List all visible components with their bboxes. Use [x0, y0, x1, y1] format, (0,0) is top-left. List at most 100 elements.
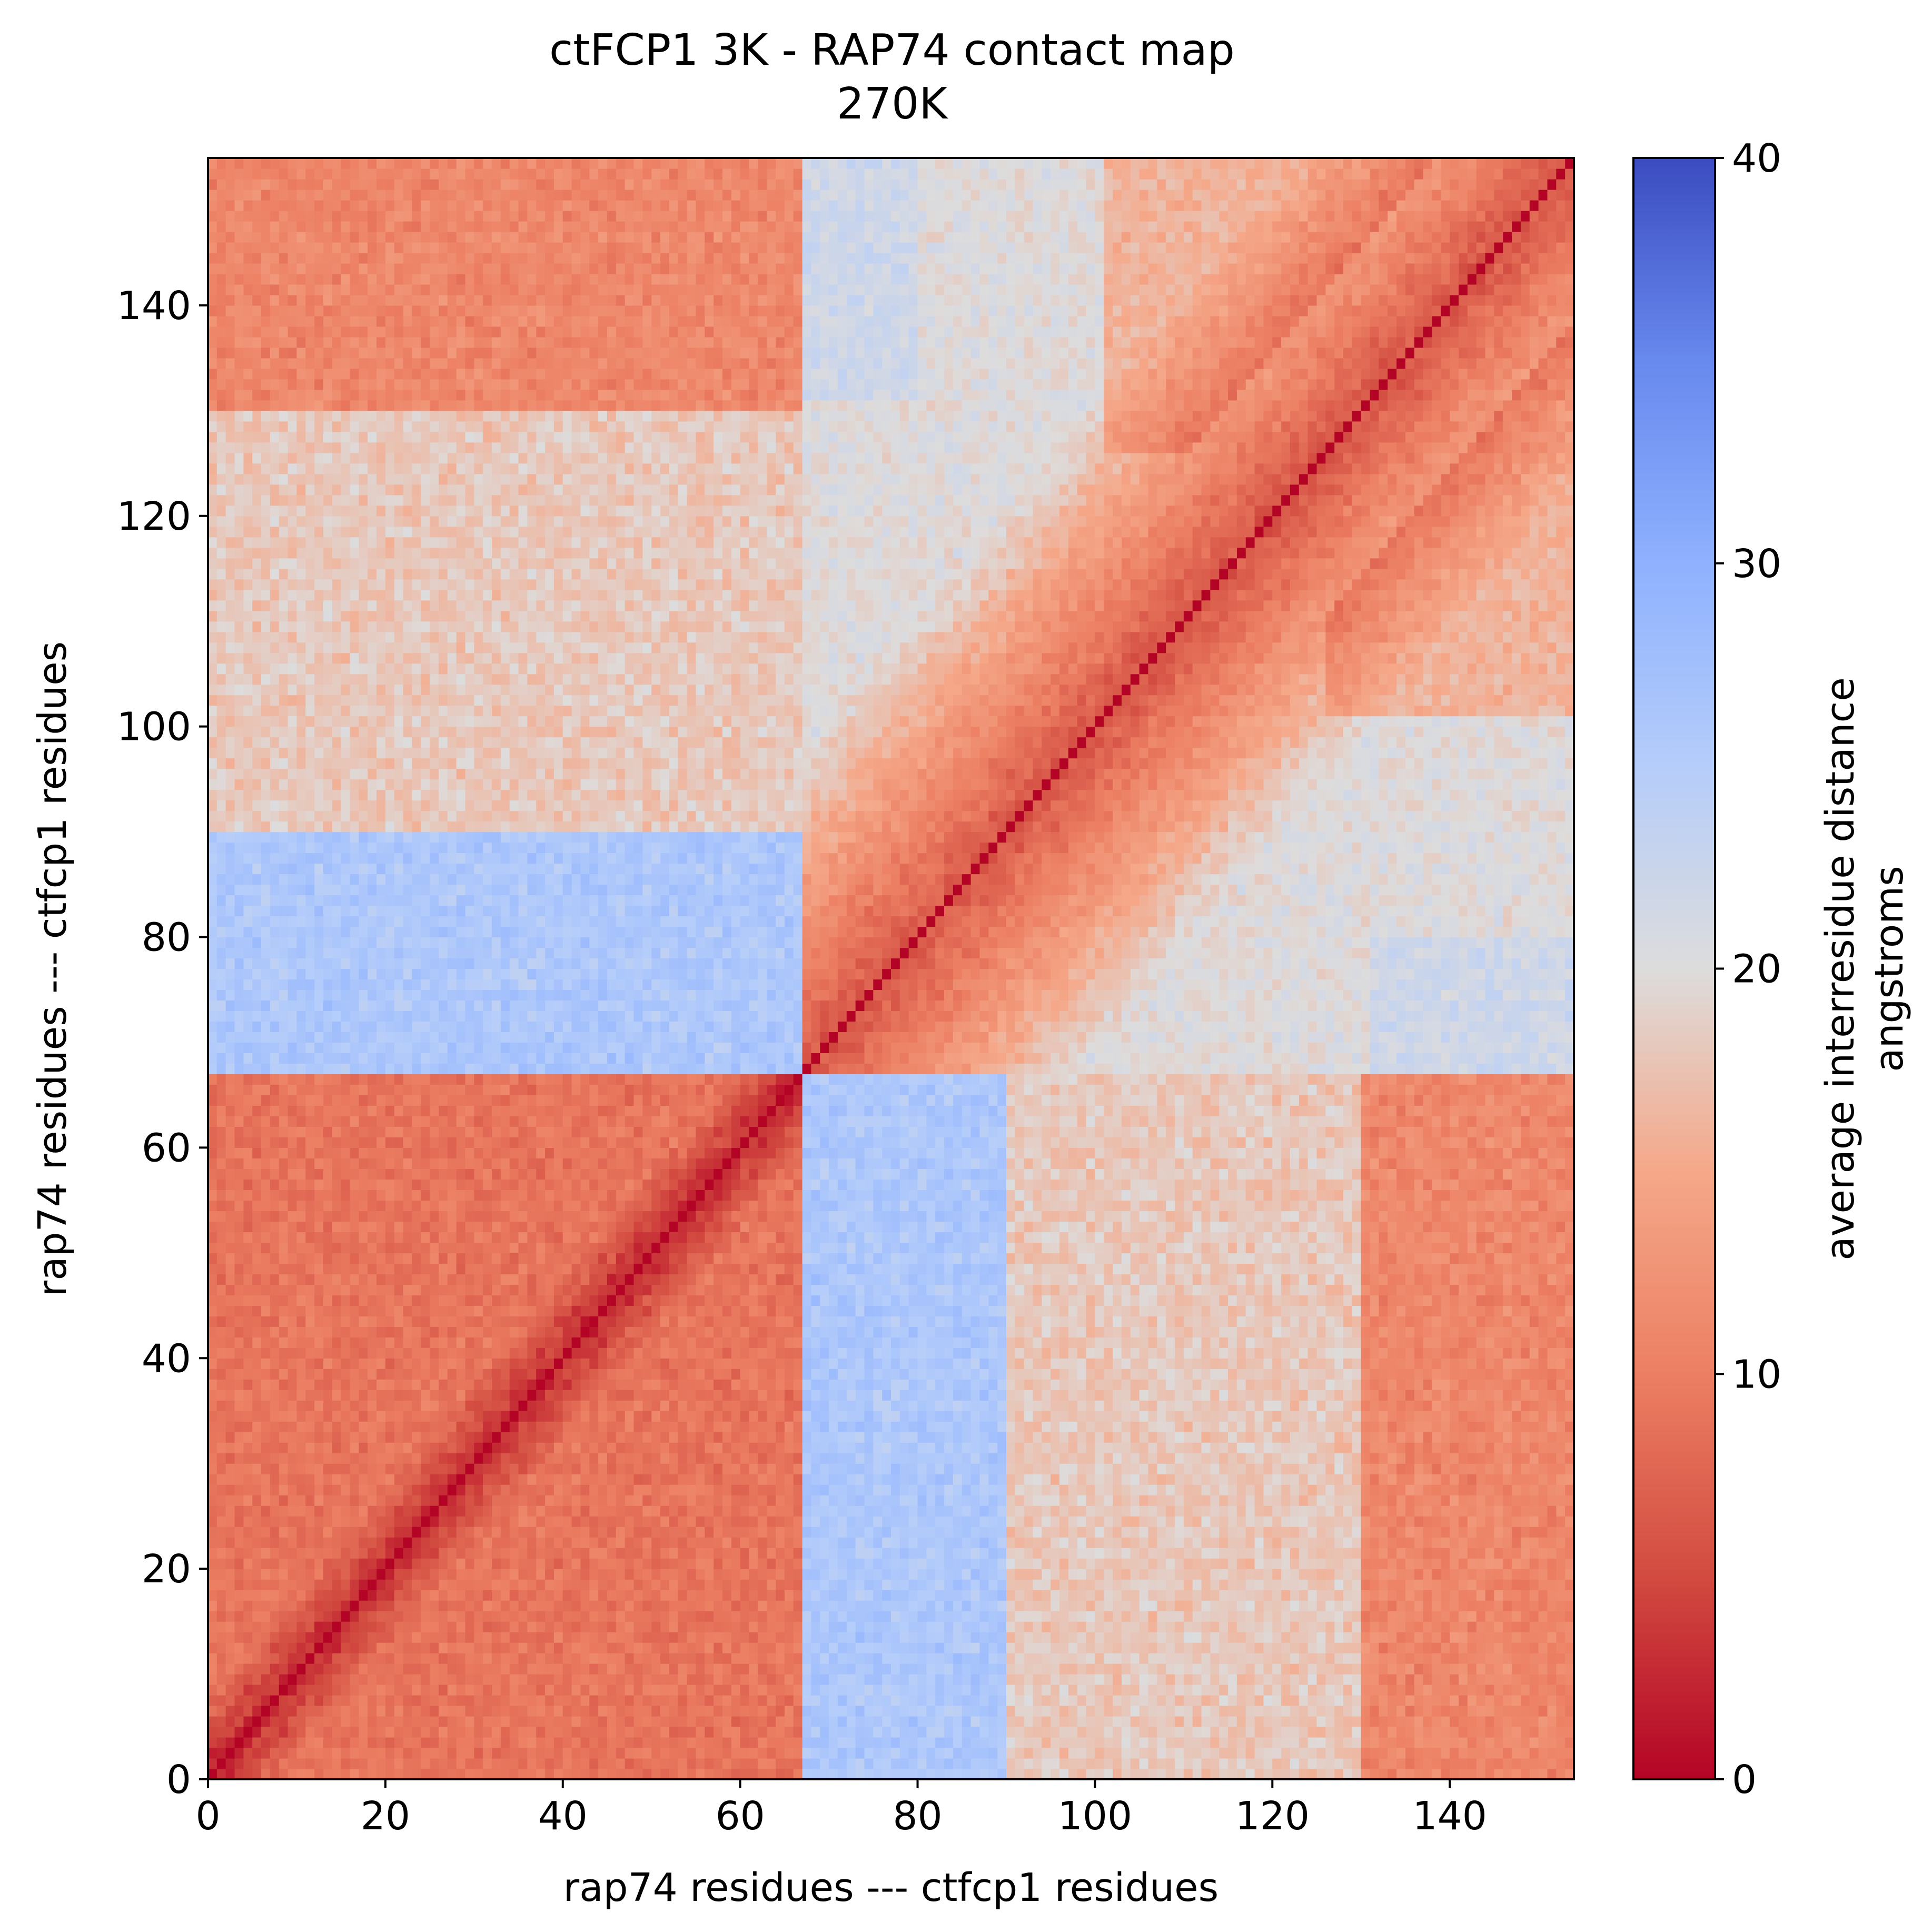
heatmap-cell: [545, 1716, 554, 1727]
heatmap-cell: [252, 1527, 261, 1538]
heatmap-cell: [731, 1463, 740, 1474]
heatmap-cell: [536, 1537, 545, 1548]
heatmap-cell: [829, 1727, 838, 1738]
heatmap-cell: [385, 1727, 394, 1738]
heatmap-cell: [377, 1642, 385, 1653]
heatmap-cell: [1104, 1611, 1113, 1622]
heatmap-cell: [1202, 1653, 1211, 1664]
heatmap-cell: [1113, 1516, 1122, 1527]
heatmap-cell: [403, 1642, 412, 1653]
heatmap-cell: [421, 1600, 430, 1611]
heatmap-cell: [1325, 1516, 1334, 1527]
heatmap-cell: [794, 1663, 802, 1675]
heatmap-cell: [510, 1516, 519, 1527]
heatmap-cell: [439, 1621, 448, 1632]
heatmap-cell: [1388, 1674, 1396, 1685]
heatmap-cell: [1396, 1695, 1405, 1706]
heatmap-cell: [1370, 1663, 1379, 1675]
heatmap-cell: [1503, 1758, 1512, 1769]
heatmap-cell: [847, 1769, 856, 1780]
heatmap-cell: [1459, 1716, 1468, 1727]
heatmap-cell: [448, 1716, 457, 1727]
heatmap-cell: [385, 1758, 394, 1769]
heatmap-cell: [252, 1548, 261, 1559]
heatmap-cell: [430, 1474, 439, 1485]
heatmap-cell: [616, 1527, 625, 1538]
heatmap-cell: [1006, 1737, 1015, 1748]
heatmap-cell: [1157, 1558, 1166, 1569]
heatmap-cell: [1325, 1685, 1334, 1696]
heatmap-cell: [856, 1769, 865, 1780]
heatmap-cell: [243, 1632, 252, 1643]
heatmap-cell: [1352, 1642, 1361, 1653]
heatmap-cell: [891, 1453, 900, 1464]
heatmap-cell: [616, 1463, 625, 1474]
heatmap-cell: [669, 1432, 678, 1443]
heatmap-cell: [1299, 1663, 1308, 1675]
heatmap-cell: [776, 1548, 785, 1559]
heatmap-cell: [474, 1495, 483, 1506]
heatmap-cell: [412, 1695, 421, 1706]
heatmap-cell: [1024, 1463, 1033, 1474]
heatmap-cell: [554, 1495, 563, 1506]
heatmap-cell: [465, 1621, 474, 1632]
heatmap-cell: [554, 1516, 563, 1527]
heatmap-cell: [270, 1527, 279, 1538]
heatmap-cell: [1468, 1674, 1477, 1685]
heatmap-cell: [1263, 1695, 1272, 1706]
heatmap-cell: [1396, 1621, 1405, 1632]
heatmap-cell: [864, 1569, 873, 1580]
heatmap-cell: [288, 1453, 297, 1464]
heatmap-cell: [1512, 1727, 1521, 1738]
heatmap-cell: [758, 1474, 767, 1485]
heatmap-cell: [1290, 1474, 1299, 1485]
heatmap-cell: [1095, 1737, 1104, 1748]
heatmap-cell: [1343, 1579, 1352, 1590]
heatmap-cell: [829, 1695, 838, 1706]
heatmap-cell: [687, 1727, 696, 1738]
heatmap-cell: [785, 1674, 794, 1685]
heatmap-cell: [474, 1527, 483, 1538]
heatmap-cell: [1530, 1527, 1539, 1538]
heatmap-cell: [1512, 1611, 1521, 1622]
heatmap-cell: [296, 1653, 305, 1664]
heatmap-cell: [696, 1569, 705, 1580]
heatmap-cell: [1219, 1537, 1228, 1548]
heatmap-cell: [323, 1516, 332, 1527]
heatmap-cell: [1237, 1590, 1246, 1601]
heatmap-cell: [988, 1632, 997, 1643]
heatmap-cell: [1228, 1474, 1237, 1485]
heatmap-cell: [1334, 1748, 1343, 1759]
heatmap-cell: [1530, 1737, 1539, 1748]
heatmap-cell: [891, 1653, 900, 1664]
heatmap-cell: [598, 1642, 607, 1653]
heatmap-cell: [909, 1642, 918, 1653]
heatmap-cell: [900, 1484, 909, 1495]
heatmap-cell: [926, 1516, 935, 1527]
heatmap-cell: [412, 1653, 421, 1664]
heatmap-cell: [1059, 1579, 1068, 1590]
heatmap-cell: [776, 1653, 785, 1664]
heatmap-cell: [1068, 1716, 1077, 1727]
heatmap-cell: [1255, 1611, 1264, 1622]
heatmap-cell: [457, 1600, 465, 1611]
heatmap-cell: [261, 1463, 270, 1474]
heatmap-cell: [465, 1695, 474, 1706]
heatmap-cell: [1334, 1653, 1343, 1664]
heatmap-cell: [1095, 1685, 1104, 1696]
heatmap-cell: [1450, 1579, 1459, 1590]
heatmap-cell: [1131, 1463, 1140, 1474]
heatmap-cell: [714, 1621, 722, 1632]
heatmap-cell: [235, 1569, 244, 1580]
heatmap-cell: [820, 1727, 829, 1738]
heatmap-cell: [962, 1716, 971, 1727]
heatmap-cell: [1521, 1727, 1530, 1738]
heatmap-cell: [891, 1516, 900, 1527]
heatmap-cell: [1059, 1548, 1068, 1559]
heatmap-cell: [678, 1579, 687, 1590]
heatmap-cell: [669, 1621, 678, 1632]
heatmap-cell: [678, 1600, 687, 1611]
heatmap-cell: [891, 1716, 900, 1727]
heatmap-cell: [1015, 1748, 1024, 1759]
heatmap-cell: [625, 1505, 634, 1517]
